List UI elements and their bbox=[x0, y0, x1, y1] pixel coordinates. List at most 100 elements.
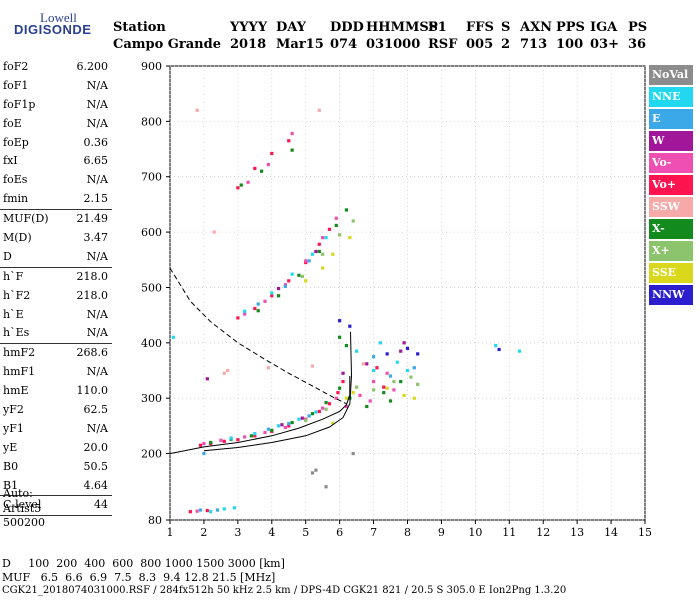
x-tick-label: 7 bbox=[370, 526, 377, 539]
param-row: C-level 44 bbox=[0, 496, 112, 515]
x-tick-label: 12 bbox=[536, 526, 550, 539]
param-row: foF1p N/A bbox=[0, 96, 112, 115]
data-point bbox=[355, 385, 359, 389]
data-point bbox=[276, 294, 281, 298]
data-point bbox=[253, 434, 257, 438]
data-point bbox=[517, 349, 522, 353]
data-point bbox=[321, 252, 325, 256]
autoscaling-label: Artist5 bbox=[3, 501, 42, 515]
param-value: 2.15 bbox=[83, 192, 109, 206]
param-row: foEp 0.36 bbox=[0, 134, 112, 153]
data-point bbox=[392, 379, 396, 384]
data-point bbox=[297, 273, 301, 277]
data-point bbox=[287, 279, 291, 283]
param-name: h`Es bbox=[3, 326, 30, 340]
data-point bbox=[276, 286, 281, 291]
data-point bbox=[317, 409, 321, 414]
param-name: foE bbox=[3, 116, 22, 130]
header-value: 2018 bbox=[230, 37, 267, 52]
data-point bbox=[338, 335, 342, 339]
data-point bbox=[270, 294, 274, 298]
legend-item: Vo- bbox=[649, 153, 693, 173]
y-tick-label: 200 bbox=[141, 448, 162, 461]
data-point bbox=[304, 260, 308, 265]
header-label: Station bbox=[113, 20, 166, 35]
data-point bbox=[287, 424, 291, 428]
header-label: DDD bbox=[330, 20, 364, 35]
data-point bbox=[276, 424, 281, 428]
data-point bbox=[307, 259, 311, 263]
x-tick-label: 11 bbox=[502, 526, 516, 539]
data-point bbox=[334, 223, 338, 228]
data-point bbox=[263, 430, 267, 435]
data-point bbox=[371, 379, 376, 384]
data-point bbox=[348, 324, 352, 328]
param-row: hmF2 268.6 bbox=[0, 344, 112, 363]
data-point bbox=[416, 352, 420, 356]
data-point bbox=[338, 319, 342, 323]
header-label: P1 bbox=[428, 20, 447, 35]
param-value: 6.65 bbox=[83, 154, 109, 168]
logo-line1: Lowell bbox=[40, 10, 77, 25]
param-name: D bbox=[3, 249, 12, 263]
data-point bbox=[331, 252, 335, 256]
data-point bbox=[385, 386, 389, 390]
data-point bbox=[402, 393, 406, 398]
data-point bbox=[361, 362, 365, 366]
data-point bbox=[283, 283, 287, 287]
param-value: N/A bbox=[86, 326, 108, 340]
header-value: 2 bbox=[501, 37, 511, 52]
legend-item: SSE bbox=[649, 263, 693, 283]
header-value: Campo Grande bbox=[113, 37, 221, 52]
param-row: h`F 218.0 bbox=[0, 268, 112, 287]
legend-item: X+ bbox=[649, 241, 693, 261]
data-point bbox=[270, 291, 274, 295]
logo-line2: DIGISONDE bbox=[14, 22, 92, 37]
data-point bbox=[382, 391, 386, 395]
data-point bbox=[344, 396, 349, 400]
param-value: 62.5 bbox=[83, 403, 109, 417]
param-value: 110.0 bbox=[76, 384, 109, 398]
data-point bbox=[314, 468, 318, 472]
param-value: 50.5 bbox=[83, 459, 109, 473]
param-row: yE 20.0 bbox=[0, 439, 112, 458]
data-point bbox=[324, 407, 328, 411]
param-row: h`F2 218.0 bbox=[0, 287, 112, 306]
header-label: DAY bbox=[276, 20, 306, 35]
data-point bbox=[280, 423, 284, 427]
data-point bbox=[226, 368, 230, 373]
data-point bbox=[195, 509, 199, 513]
param-row: yF2 62.5 bbox=[0, 401, 112, 420]
data-point bbox=[205, 377, 209, 381]
legend: NoVal NNE E W Vo- Vo+ SSW X- X+ SSE NNW bbox=[649, 65, 693, 307]
data-point bbox=[205, 508, 209, 513]
header-label: AXN bbox=[520, 20, 553, 35]
data-point bbox=[236, 316, 240, 320]
data-point bbox=[365, 404, 369, 409]
y-tick-label: 700 bbox=[141, 171, 162, 184]
param-value: 20.0 bbox=[83, 440, 109, 454]
param-value: N/A bbox=[86, 97, 108, 111]
data-point bbox=[351, 391, 355, 395]
param-name: hmF1 bbox=[3, 365, 36, 379]
data-point bbox=[344, 404, 349, 409]
param-row: MUF(D) 21.49 bbox=[0, 210, 112, 229]
data-point bbox=[317, 108, 321, 112]
param-name: yF1 bbox=[3, 421, 24, 435]
data-point bbox=[355, 349, 359, 353]
data-point bbox=[327, 402, 332, 406]
data-point bbox=[334, 396, 338, 400]
param-value: N/A bbox=[86, 78, 108, 92]
data-point bbox=[256, 309, 260, 313]
data-point bbox=[236, 438, 240, 442]
data-point bbox=[256, 302, 260, 306]
data-point bbox=[239, 183, 243, 187]
data-point bbox=[324, 236, 328, 240]
data-point bbox=[358, 393, 362, 398]
data-point bbox=[365, 362, 369, 366]
param-value: 218.0 bbox=[76, 288, 109, 302]
header-label: PS bbox=[628, 20, 648, 35]
data-point bbox=[310, 252, 315, 256]
data-point bbox=[371, 368, 376, 373]
param-value: 6.200 bbox=[76, 60, 109, 73]
